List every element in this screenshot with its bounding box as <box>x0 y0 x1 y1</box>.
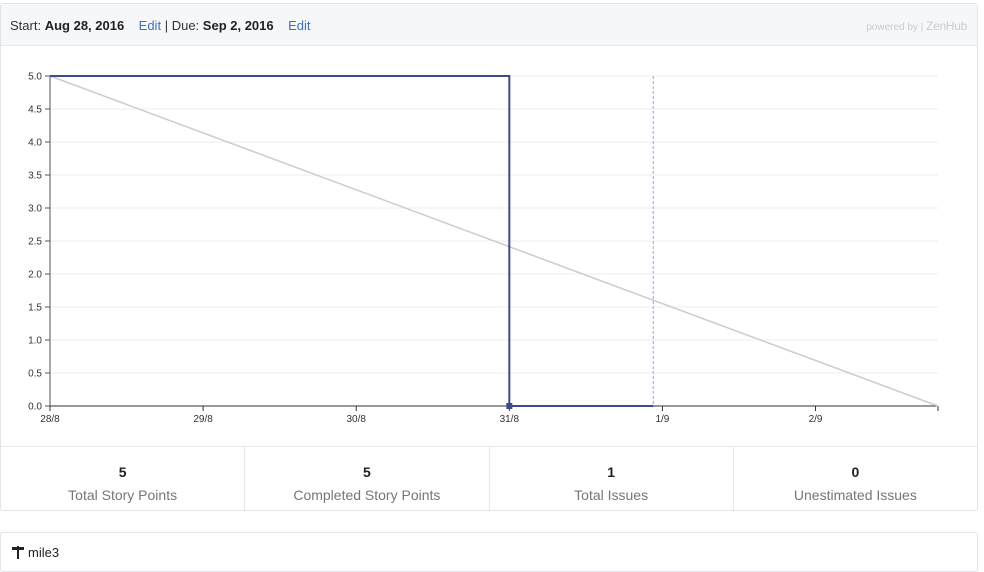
stats-row: 5 Total Story Points 5 Completed Story P… <box>1 446 977 512</box>
stat-label: Total Story Points <box>1 487 244 503</box>
y-tick-label: 4.0 <box>28 138 42 149</box>
burndown-panel: Start: Aug 28, 2016 Edit | Due: Sep 2, 2… <box>0 3 978 511</box>
y-axis: 5.0 4.5 4.0 3.5 3.0 2.5 2.0 1.5 1.0 0.5 0.0 <box>28 72 50 413</box>
y-tick-label: 0.5 <box>28 369 42 380</box>
y-tick-label: 2.5 <box>28 237 42 248</box>
stat-label: Total Issues <box>490 487 733 503</box>
x-tick-label: 31/8 <box>500 414 520 425</box>
stat-value: 5 <box>1 464 244 480</box>
x-tick-label: 30/8 <box>346 414 366 425</box>
y-tick-label: 1.5 <box>28 303 42 314</box>
milestone-title[interactable]: mile3 <box>12 545 59 560</box>
milestone-card[interactable]: mile3 <box>0 532 978 572</box>
x-tick-label: 28/8 <box>40 414 60 425</box>
milestone-name: mile3 <box>28 545 59 560</box>
y-tick-label: 4.5 <box>28 105 42 116</box>
y-tick-label: 1.0 <box>28 336 42 347</box>
milestone-icon <box>12 546 24 559</box>
x-tick-label: 2/9 <box>809 414 823 425</box>
y-tick-label: 5.0 <box>28 72 42 83</box>
stat-value: 0 <box>734 464 977 480</box>
stat-completed-story-points: 5 Completed Story Points <box>245 447 489 512</box>
stat-value: 1 <box>490 464 733 480</box>
stat-unestimated-issues: 0 Unestimated Issues <box>734 447 977 512</box>
grid-lines <box>50 76 938 373</box>
stat-total-story-points: 5 Total Story Points <box>1 447 245 512</box>
chart-series <box>50 76 938 409</box>
x-tick-label: 29/8 <box>193 414 213 425</box>
stat-total-issues: 1 Total Issues <box>490 447 734 512</box>
stat-label: Unestimated Issues <box>734 487 977 503</box>
actual-point <box>506 403 512 409</box>
x-axis: 28/8 29/8 30/8 31/8 1/9 2/9 <box>40 406 938 425</box>
stat-value: 5 <box>245 464 488 480</box>
x-tick-label: 1/9 <box>655 414 669 425</box>
y-tick-label: 0.0 <box>28 402 42 413</box>
burndown-chart: 5.0 4.5 4.0 3.5 3.0 2.5 2.0 1.5 1.0 0.5 0.0 28/8 29… <box>1 4 977 444</box>
y-tick-label: 3.0 <box>28 204 42 215</box>
stat-label: Completed Story Points <box>245 487 488 503</box>
y-tick-label: 3.5 <box>28 171 42 182</box>
y-tick-label: 2.0 <box>28 270 42 281</box>
